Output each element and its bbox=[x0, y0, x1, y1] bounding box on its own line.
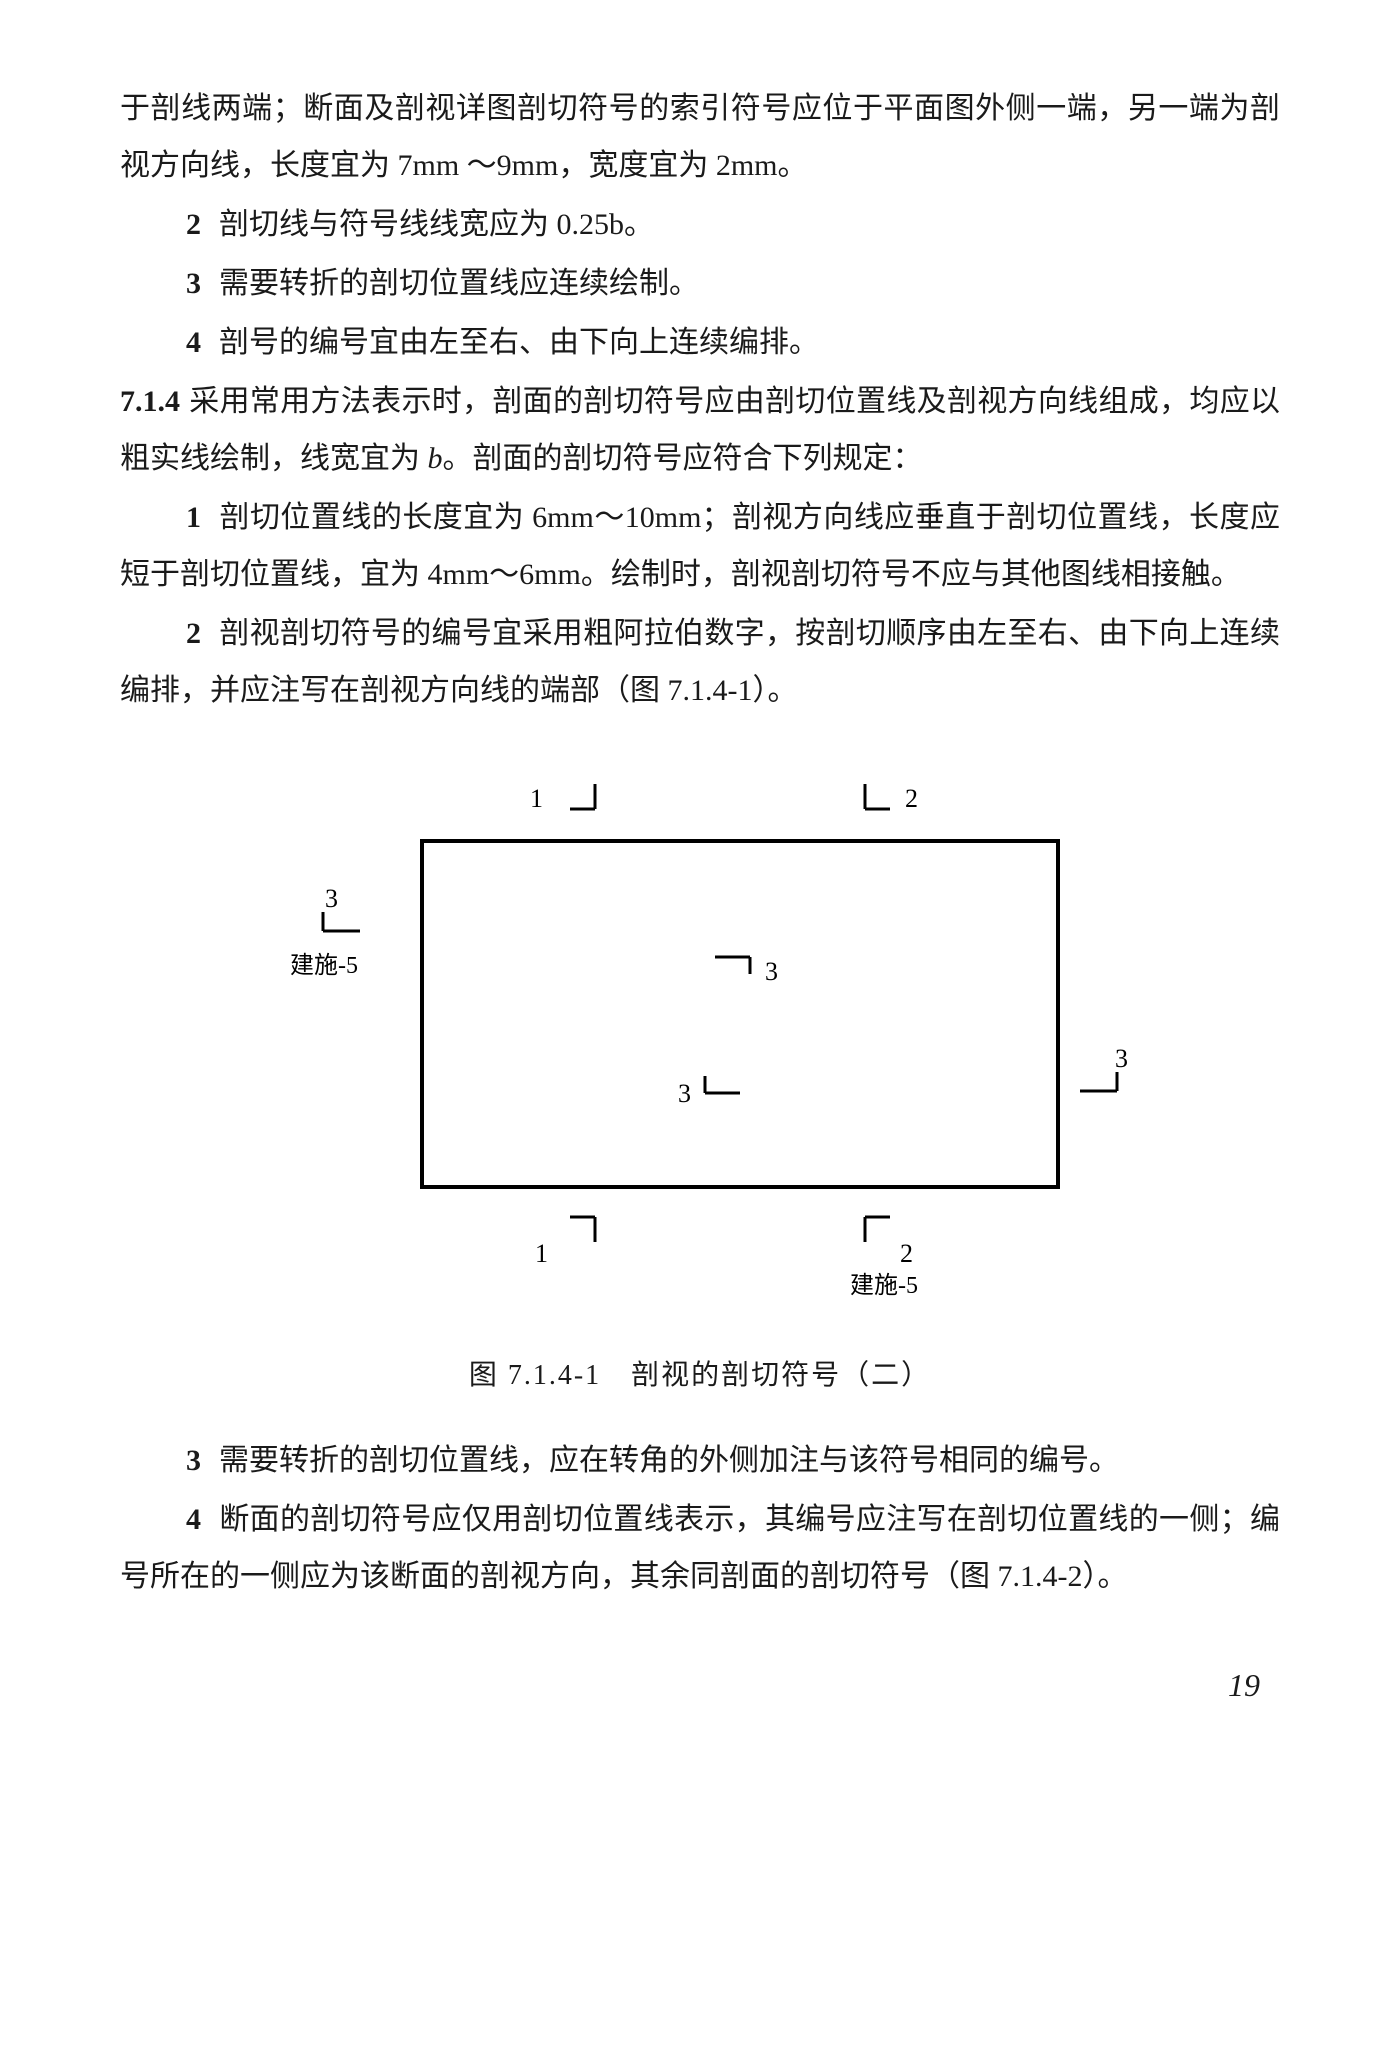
item-number: 2 bbox=[186, 617, 201, 650]
item-text: 剖视剖切符号的编号宜采用粗阿拉伯数字，按剖切顺序由左至右、由下向上连续编排，并应… bbox=[120, 617, 1280, 707]
section-mark-icon bbox=[860, 1209, 900, 1249]
section-mark-icon bbox=[710, 949, 755, 979]
sub-item-3: 3 需要转折的剖切位置线，应在转角的外侧加注与该符号相同的编号。 bbox=[120, 1432, 1280, 1489]
item-text: 需要转折的剖切位置线应连续绘制。 bbox=[219, 267, 699, 300]
section-mark-icon bbox=[1075, 1069, 1125, 1099]
section-mark-icon bbox=[860, 779, 900, 819]
list-item-3: 3 需要转折的剖切位置线应连续绘制。 bbox=[120, 255, 1280, 312]
sub-item-2: 2剖视剖切符号的编号宜采用粗阿拉伯数字，按剖切顺序由左至右、由下向上连续编排，并… bbox=[120, 605, 1280, 719]
section-number: 7.1.4 bbox=[120, 385, 180, 418]
paragraph-continuation: 于剖线两端；断面及剖视详图剖切符号的索引符号应位于平面图外侧一端，另一端为剖视方… bbox=[120, 80, 1280, 194]
mark-label-2-top: 2 bbox=[905, 774, 918, 823]
mark-label-3-mid-l: 3 bbox=[678, 1069, 691, 1118]
list-item-4: 4 剖号的编号宜由左至右、由下向上连续编排。 bbox=[120, 314, 1280, 371]
sub-item-1: 1剖切位置线的长度宜为 6mm～10mm；剖视方向线应垂直于剖切位置线，长度应短… bbox=[120, 489, 1280, 603]
sub-item-4: 4断面的剖切符号应仅用剖切位置线表示，其编号应注写在剖切位置线的一侧；编号所在的… bbox=[120, 1491, 1280, 1605]
mark-label-1-bottom: 1 bbox=[535, 1229, 548, 1278]
figure-caption: 图 7.1.4-1 剖视的剖切符号（二） bbox=[120, 1349, 1280, 1402]
figure-7-1-4-1: 1 2 3 建施-5 3 3 3 1 2 建施-5 bbox=[270, 759, 1130, 1319]
item-number: 4 bbox=[186, 326, 201, 359]
section-mark-icon bbox=[560, 779, 600, 819]
mark-label-1-top: 1 bbox=[530, 774, 543, 823]
item-number: 1 bbox=[186, 501, 201, 534]
item-text: 需要转折的剖切位置线，应在转角的外侧加注与该符号相同的编号。 bbox=[219, 1444, 1119, 1477]
item-text: 断面的剖切符号应仅用剖切位置线表示，其编号应注写在剖切位置线的一侧；编号所在的一… bbox=[120, 1503, 1280, 1593]
section-text-c: 。剖面的剖切符号应符合下列规定： bbox=[443, 442, 923, 475]
section-mark-icon bbox=[700, 1071, 745, 1101]
section-mark-icon bbox=[560, 1209, 600, 1249]
section-7-1-4: 7.1.4采用常用方法表示时，剖面的剖切符号应由剖切位置线及剖视方向线组成，均应… bbox=[120, 373, 1280, 487]
item-text: 剖切线与符号线线宽应为 0.25b。 bbox=[219, 208, 654, 241]
label-jianshi-right: 建施-5 bbox=[850, 1264, 918, 1310]
item-number: 2 bbox=[186, 208, 201, 241]
item-number: 4 bbox=[186, 1503, 201, 1536]
page-number: 19 bbox=[120, 1655, 1280, 1716]
item-text: 剖号的编号宜由左至右、由下向上连续编排。 bbox=[219, 326, 819, 359]
label-jianshi-left: 建施-5 bbox=[290, 944, 358, 990]
italic-b: b bbox=[428, 442, 443, 475]
list-item-2: 2 剖切线与符号线线宽应为 0.25b。 bbox=[120, 196, 1280, 253]
item-number: 3 bbox=[186, 267, 201, 300]
item-number: 3 bbox=[186, 1444, 201, 1477]
figure-rectangle bbox=[420, 839, 1060, 1189]
section-mark-icon bbox=[315, 909, 365, 939]
mark-label-3-mid-r: 3 bbox=[765, 947, 778, 996]
item-text: 剖切位置线的长度宜为 6mm～10mm；剖视方向线应垂直于剖切位置线，长度应短于… bbox=[120, 501, 1280, 591]
